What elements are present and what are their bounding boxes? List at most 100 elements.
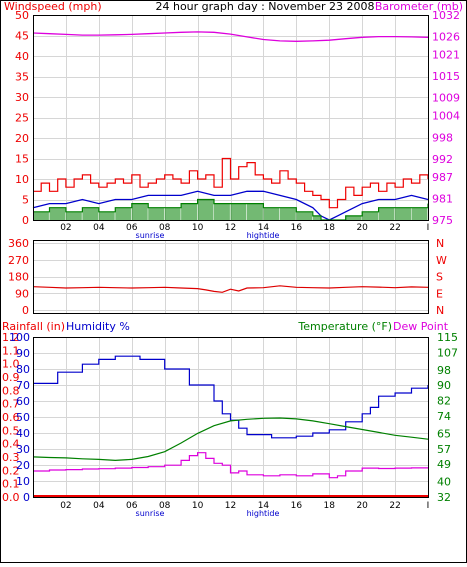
humidity-tick-label: 100 — [9, 331, 30, 344]
compass-label: E — [436, 287, 443, 300]
humidity-tick-label: 90 — [16, 347, 30, 360]
direction-tick-label: 0 — [22, 304, 29, 317]
rainfall-tick-label: 0.6 — [2, 411, 20, 424]
windspeed-tick-label: 50 — [15, 9, 29, 22]
rainfall-tick-label: 0.8 — [2, 384, 20, 397]
time-tick-label: 20 — [356, 501, 368, 511]
time-tick-label: 22 — [389, 501, 400, 511]
rainfall-tick-label: 1.2 — [2, 331, 20, 344]
barometer-tick-label: 1032 — [432, 9, 460, 22]
barometer-tick-label: 1026 — [432, 31, 460, 44]
time-tick-label: 08 — [159, 501, 171, 511]
rainfall-tick-label: 0.9 — [2, 371, 20, 384]
min-windspeed-bar — [65, 211, 82, 220]
windspeed-tick-label: 15 — [15, 153, 29, 166]
direction-tick-label: 270 — [8, 254, 29, 267]
min-windspeed-bar — [279, 207, 296, 220]
min-windspeed-bar — [345, 215, 362, 220]
time-tick-label: 18 — [324, 223, 336, 233]
rainfall-y-labels: 1.21.11.00.90.80.70.60.50.40.30.20.10.0 — [2, 331, 20, 504]
windspeed-series-line — [33, 157, 429, 209]
direction-tick-label: 360 — [8, 237, 29, 250]
barometer-tick-label: 1009 — [432, 92, 460, 105]
time-tick-label: 06 — [126, 501, 138, 511]
humidity-tick-label: 40 — [16, 427, 30, 440]
time-tick-label: 18 — [324, 501, 336, 511]
temperature-tick-label: 98 — [437, 364, 451, 377]
min-windspeed-bar — [33, 211, 49, 220]
humidity-tick-label: 80 — [16, 363, 30, 376]
temperature-axis-label: Temperature (°F) — [297, 320, 392, 333]
windspeed-tick-label: 0 — [22, 214, 29, 227]
humidity-tick-label: 70 — [16, 379, 30, 392]
time-tick-label: 02 — [60, 223, 71, 233]
dew-point-series-line — [33, 452, 429, 479]
humidity-axis-label: Humidity % — [66, 320, 130, 333]
barometer-tick-label: 1021 — [432, 49, 460, 62]
windspeed-tick-label: 30 — [15, 91, 29, 104]
time-tick-label: 08 — [159, 223, 171, 233]
min-windspeed-bar — [395, 207, 411, 220]
temperature-tick-label: 65 — [437, 427, 451, 440]
windspeed-tick-label: 20 — [15, 132, 29, 145]
min-windspeed-bar — [115, 207, 132, 220]
min-windspeed-bar — [82, 207, 99, 220]
humidity-series-line — [33, 355, 429, 439]
time-tick-label: 12 — [225, 501, 236, 511]
min-windspeed-bar — [164, 207, 181, 220]
windspeed-tick-label: 25 — [15, 112, 29, 125]
wind-panel-series — [32, 31, 429, 221]
rainfall-tick-label: 0.3 — [2, 451, 20, 464]
rainfall-tick-label: 1.1 — [2, 344, 20, 357]
barometer-tick-label: 975 — [432, 214, 453, 227]
humidity-tick-label: 60 — [16, 395, 30, 408]
time-tick-label: 04 — [93, 501, 105, 511]
temperature-tick-label: 74 — [437, 410, 451, 423]
min-windspeed-bar — [131, 203, 148, 220]
direction-panel-series — [32, 285, 429, 293]
temperature-y-labels: 115 107 98 90 82 74 65 57 49 40 32 — [437, 331, 458, 504]
humidity-tick-label: 0 — [23, 491, 30, 504]
min-windspeed-bar — [362, 211, 379, 220]
min-windspeed-bar — [263, 207, 280, 220]
min-windspeed-bar — [230, 203, 247, 220]
temperature-tick-label: 57 — [437, 443, 451, 456]
time-tick-label: 04 — [93, 223, 105, 233]
sunrise-label: sunrise — [136, 231, 165, 240]
graph-title: 24 hour graph day : November 23 2008 — [155, 0, 374, 13]
windspeed-tick-label: 40 — [15, 50, 29, 63]
humidity-tick-label: 30 — [16, 443, 30, 456]
humidity-tick-label: 20 — [16, 459, 30, 472]
time-tick-label: 20 — [356, 223, 368, 233]
wind-panel-x-labels: 02 04 06 08 10 12 14 16 18 20 22 I — [60, 223, 429, 233]
barometer-tick-label: 981 — [432, 192, 453, 205]
wind-panel-frame — [33, 15, 429, 221]
min-windspeed-series-line — [33, 198, 429, 221]
rainfall-tick-label: 0.5 — [2, 424, 20, 437]
rainfall-axis-label: Rainfall (in) — [2, 320, 65, 333]
compass-label: N — [436, 304, 444, 317]
hightide-label-bottom: hightide — [247, 509, 280, 518]
time-tick-label: 14 — [258, 501, 270, 511]
temperature-tick-label: 115 — [437, 331, 458, 344]
time-tick-label: 12 — [225, 223, 236, 233]
compass-label: S — [436, 271, 443, 284]
windspeed-tick-label: 45 — [15, 30, 29, 43]
compass-label: W — [436, 254, 447, 267]
windspeed-tick-label: 5 — [22, 194, 29, 207]
temperature-tick-label: 90 — [437, 379, 451, 392]
avg-windspeed-series-line — [32, 190, 429, 221]
rainfall-tick-label: 0.4 — [2, 438, 20, 451]
direction-tick-label: 180 — [8, 271, 29, 284]
time-tick-label: 14 — [258, 223, 270, 233]
min-windspeed-bar — [49, 207, 66, 220]
time-tick-label: 16 — [291, 223, 303, 233]
min-windspeed-bar — [247, 203, 263, 220]
direction-y-labels: 360 270 180 90 0 — [8, 237, 29, 317]
min-windspeed-bar — [214, 203, 230, 220]
direction-panel-frame — [33, 240, 429, 314]
barometer-y-labels: 975 981 987 992 998 1004 1009 1015 1021 1026 1032 — [432, 9, 460, 227]
